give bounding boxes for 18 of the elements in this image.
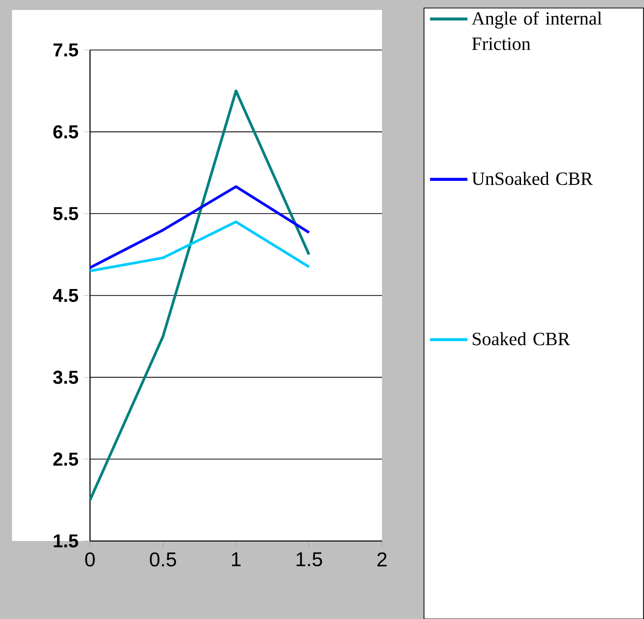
y-tick-label: 2.5 bbox=[53, 452, 78, 466]
x-tick-label: 0 bbox=[85, 552, 95, 566]
legend-label: Soaked CBR bbox=[472, 332, 570, 346]
y-tick-label: 6.5 bbox=[53, 125, 78, 138]
y-tick-label: 5.5 bbox=[53, 206, 78, 220]
legend-label: Angle of internal Friction bbox=[472, 11, 602, 50]
legend-label: UnSoaked CBR bbox=[472, 172, 593, 185]
x-tick-label: 1 bbox=[232, 552, 241, 566]
x-tick-label: 2 bbox=[377, 552, 387, 566]
y-tick-label: 7.5 bbox=[53, 43, 78, 56]
x-tick-label: 1.5 bbox=[296, 552, 322, 566]
y-tick-label: 1.5 bbox=[54, 534, 78, 548]
line-series bbox=[88, 220, 310, 272]
x-tick-label: 0.5 bbox=[150, 552, 176, 566]
line-series bbox=[88, 89, 310, 502]
y-tick-label: 4.5 bbox=[52, 288, 78, 302]
y-tick-label: 3.5 bbox=[53, 370, 78, 384]
line-series bbox=[88, 185, 310, 269]
